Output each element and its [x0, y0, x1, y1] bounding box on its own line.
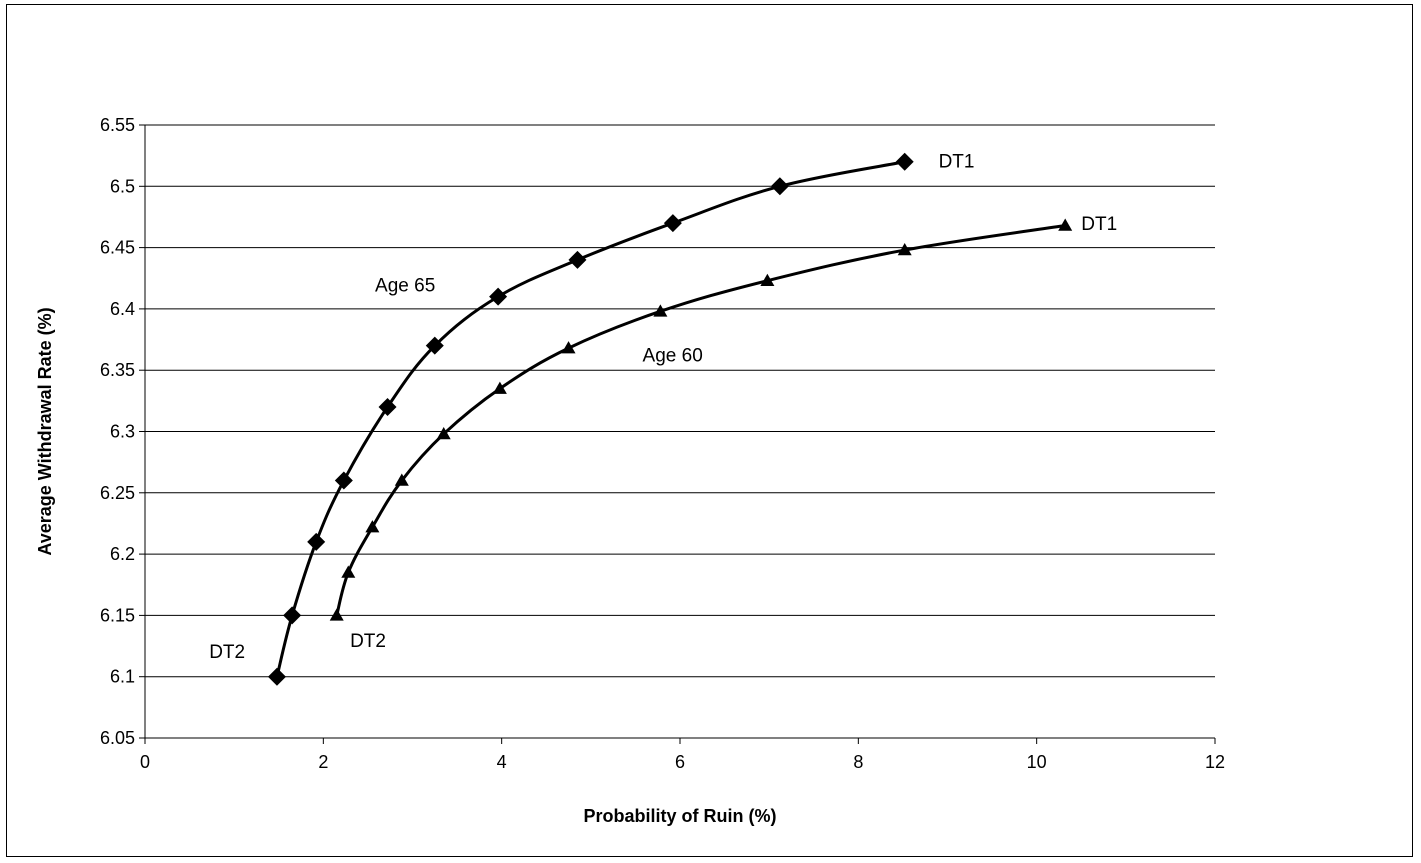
annotations: DT1 DT1 Age 65 Age 60 DT2 DT2 [209, 152, 1117, 663]
x-tick-label: 2 [318, 752, 328, 772]
x-tick-label: 8 [853, 752, 863, 772]
triangle-marker [1058, 218, 1073, 231]
triangle-marker [561, 341, 576, 354]
gridlines [145, 124, 1215, 678]
triangle-marker [492, 381, 507, 394]
x-tick-label: 4 [497, 752, 507, 772]
diamond-marker [770, 177, 789, 196]
x-tick-label: 6 [675, 752, 685, 772]
y-tick-label: 6.35 [100, 360, 135, 380]
diamond-marker [378, 397, 397, 416]
y-tick-label: 6.15 [100, 605, 135, 625]
y-axis-title: Average Withdrawal Rate (%) [35, 307, 55, 555]
triangle-marker [760, 273, 775, 286]
y-tick-label: 6.05 [100, 728, 135, 748]
x-tick-label: 10 [1027, 752, 1047, 772]
y-tick-label: 6.45 [100, 238, 135, 258]
diamond-marker [267, 667, 286, 686]
diamond-marker [334, 471, 353, 490]
triangle-marker [329, 608, 344, 621]
y-tick-label: 6.2 [110, 544, 135, 564]
y-tick-label: 6.4 [110, 299, 135, 319]
x-tick-label: 12 [1205, 752, 1225, 772]
annotation-label: DT1 [1081, 214, 1117, 235]
series-2 [329, 218, 1073, 621]
annotation-label: Age 65 [375, 275, 435, 296]
triangle-marker [341, 565, 356, 578]
y-tick-label: 6.55 [100, 115, 135, 135]
series-group [267, 152, 1073, 686]
series-line [275, 160, 905, 678]
diamond-marker [283, 606, 302, 625]
diamond-marker [307, 532, 326, 551]
triangle-marker [897, 243, 912, 256]
x-tick-label: 0 [140, 752, 150, 772]
series-line [335, 224, 1066, 616]
annotation-label: Age 60 [643, 345, 703, 366]
annotation-label: DT2 [209, 642, 245, 663]
series-1 [267, 152, 914, 686]
triangle-marker [653, 304, 668, 317]
diamond-marker [663, 214, 682, 233]
annotation-label: DT1 [939, 152, 975, 173]
y-tick-label: 6.5 [110, 176, 135, 196]
chart-frame: 6.05 6.1 6.15 6.2 6.25 6.3 6.35 6.4 6.45 6.5 6.55 0… [6, 4, 1413, 857]
diamond-marker [489, 287, 508, 306]
x-axis-title: Probability of Ruin (%) [584, 806, 777, 826]
line-chart: 6.05 6.1 6.15 6.2 6.25 6.3 6.35 6.4 6.45 6.5 6.55 0… [35, 115, 1225, 826]
annotation-label: DT2 [350, 631, 386, 652]
y-tick-label: 6.1 [110, 667, 135, 687]
triangle-marker [394, 473, 409, 486]
y-tick-label: 6.3 [110, 422, 135, 442]
y-tick-label: 6.25 [100, 483, 135, 503]
diamond-marker [895, 152, 914, 171]
triangle-marker [436, 426, 451, 440]
axes [139, 124, 1216, 744]
tick-labels: 6.05 6.1 6.15 6.2 6.25 6.3 6.35 6.4 6.45 6.5 6.55 0… [100, 115, 1225, 772]
diamond-marker [568, 250, 587, 269]
diamond-marker [425, 336, 444, 355]
triangle-marker [365, 520, 380, 533]
